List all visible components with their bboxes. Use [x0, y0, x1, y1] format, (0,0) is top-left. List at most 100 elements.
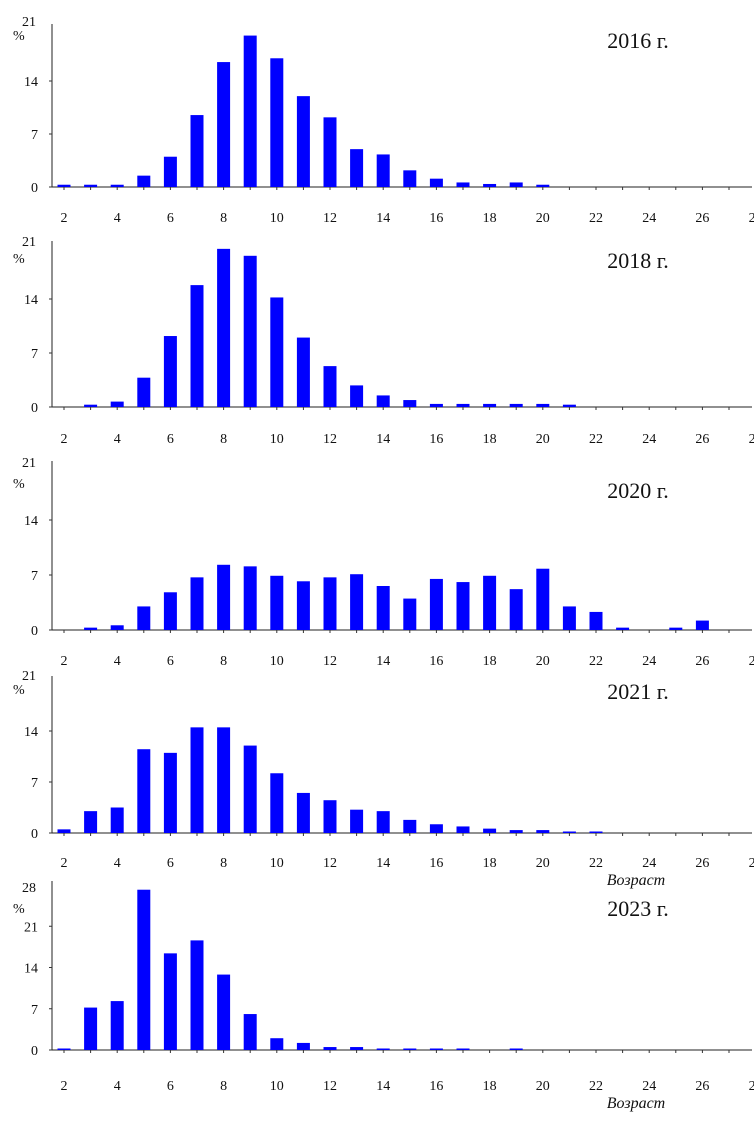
x-tick-label: 4	[114, 211, 121, 226]
y-tick-label: 0	[31, 181, 38, 196]
bar-age-20	[536, 830, 550, 833]
bar-age-20	[536, 184, 550, 187]
bar-age-4	[110, 184, 124, 187]
bar-age-7	[190, 285, 204, 407]
bar-age-8	[217, 974, 231, 1050]
y-unit-label: %	[13, 477, 25, 492]
x-tick-label: 6	[167, 654, 174, 669]
x-tick-label: 10	[270, 654, 284, 669]
bar-age-6	[163, 953, 177, 1050]
bar-age-14	[376, 395, 390, 407]
bar-age-13	[350, 574, 364, 630]
x-tick-label: 8	[220, 1079, 227, 1094]
bar-age-11	[296, 1042, 310, 1050]
bar-age-20	[536, 568, 550, 630]
x-tick-label: 8	[220, 211, 227, 226]
y-tick-label: 14	[24, 962, 38, 977]
x-tick-label: 24	[642, 1079, 656, 1094]
bar-age-9	[243, 255, 257, 407]
x-tick-label: 16	[429, 1079, 443, 1094]
y-tick-label: 0	[31, 401, 38, 416]
bar-age-12	[323, 117, 337, 187]
x-tick-label: 10	[270, 856, 284, 871]
bar-age-3	[84, 627, 98, 630]
y-tick-label: 21	[22, 15, 36, 30]
bar-age-8	[217, 564, 231, 630]
bar-age-12	[323, 577, 337, 630]
bar-age-2	[57, 1048, 71, 1050]
bar-age-3	[84, 1007, 98, 1050]
bar-age-8	[217, 248, 231, 407]
x-tick-label: 10	[270, 211, 284, 226]
bar-age-19	[509, 403, 523, 407]
bar-age-10	[270, 575, 284, 630]
y-tick-label: 21	[22, 235, 36, 250]
bar-age-2	[57, 829, 71, 833]
y-tick-label: 21	[24, 920, 38, 935]
bar-age-8	[217, 62, 231, 188]
y-tick-label: 14	[24, 293, 38, 308]
y-tick-label: 7	[31, 776, 38, 791]
bar-age-22	[589, 831, 603, 833]
bar-age-5	[137, 377, 151, 407]
bar-age-17	[456, 826, 470, 833]
bar-age-15	[403, 819, 417, 833]
chart-title: 2021 г.	[607, 679, 669, 704]
x-tick-label: 8	[220, 856, 227, 871]
chart-title: 2020 г.	[607, 478, 669, 503]
bar-age-19	[509, 182, 523, 187]
bar-age-15	[403, 400, 417, 407]
bar-age-6	[163, 752, 177, 833]
y-tick-label: 7	[31, 569, 38, 584]
x-tick-label: 26	[695, 432, 709, 447]
y-unit-label: %	[13, 683, 25, 698]
bar-age-14	[376, 1048, 390, 1050]
x-tick-label: 18	[483, 654, 497, 669]
x-axis-label: Возраст	[607, 1095, 665, 1112]
bar-age-17	[456, 403, 470, 407]
bar-age-9	[243, 745, 257, 833]
y-unit-label: %	[13, 29, 25, 44]
x-tick-label: 28	[749, 1079, 754, 1094]
bar-age-3	[84, 184, 98, 187]
y-tick-label: 7	[31, 128, 38, 143]
bar-age-7	[190, 940, 204, 1050]
x-tick-label: 14	[376, 1079, 390, 1094]
bar-age-4	[110, 401, 124, 407]
x-tick-label: 18	[483, 432, 497, 447]
x-tick-label: 6	[167, 432, 174, 447]
x-tick-label: 16	[429, 211, 443, 226]
x-tick-label: 6	[167, 856, 174, 871]
bar-age-13	[350, 1047, 364, 1050]
bar-age-18	[483, 575, 497, 630]
x-tick-label: 24	[642, 654, 656, 669]
x-tick-label: 20	[536, 432, 550, 447]
bar-age-16	[429, 1048, 443, 1050]
bar-age-23	[616, 627, 630, 630]
x-tick-label: 2	[61, 856, 68, 871]
bar-age-5	[137, 606, 151, 630]
bar-age-18	[483, 183, 497, 187]
y-unit-label: %	[13, 902, 25, 917]
x-tick-label: 22	[589, 1079, 603, 1094]
x-tick-label: 26	[695, 856, 709, 871]
x-tick-label: 16	[429, 856, 443, 871]
chart-title: 2018 г.	[607, 248, 669, 273]
x-tick-label: 22	[589, 211, 603, 226]
bar-age-21	[562, 831, 576, 833]
y-tick-label: 28	[22, 881, 36, 896]
x-tick-label: 4	[114, 432, 121, 447]
x-tick-label: 2	[61, 432, 68, 447]
bar-age-5	[137, 749, 151, 833]
bar-age-4	[110, 625, 124, 630]
bar-age-2	[57, 184, 71, 187]
bar-age-12	[323, 1047, 337, 1050]
bar-age-14	[376, 154, 390, 187]
bar-age-19	[509, 830, 523, 833]
x-tick-label: 28	[749, 432, 754, 447]
bar-age-16	[429, 178, 443, 187]
chart-title: 2016 г.	[607, 28, 669, 53]
